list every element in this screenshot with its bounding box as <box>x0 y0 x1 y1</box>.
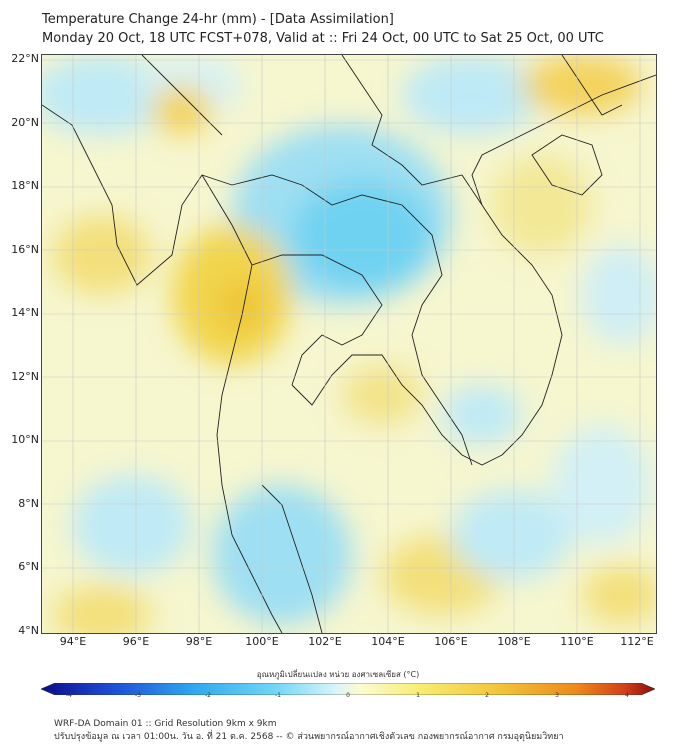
colorbar-tick-1: 1 <box>416 692 420 699</box>
coastlines-borders <box>42 55 656 633</box>
lat-label-22n: 22°N <box>11 52 39 65</box>
lat-label-4n: 4°N <box>18 624 39 637</box>
colorbar-tick-0: 0 <box>346 692 350 699</box>
lat-label-20n: 20°N <box>11 116 39 129</box>
colorbar-tick-neg2: -2 <box>205 692 211 699</box>
lat-label-10n: 10°N <box>11 433 39 446</box>
lon-label-96e: 96°E <box>122 635 150 648</box>
colorbar-tick-4: 4 <box>625 692 629 699</box>
lat-label-12n: 12°N <box>11 370 39 383</box>
lon-label-106e: 106°E <box>434 635 468 648</box>
footer-update-info: ปรับปรุงข้อมูล ณ เวลา 01:00น. วัน อ. ที่… <box>54 732 564 742</box>
colorbar-tick-neg3: -3 <box>135 692 141 699</box>
lat-label-16n: 16°N <box>11 243 39 256</box>
temperature-field <box>42 55 656 633</box>
lon-label-102e: 102°E <box>308 635 342 648</box>
lon-label-110e: 110°E <box>560 635 594 648</box>
colorbar-tick-neg1: -1 <box>275 692 281 699</box>
temperature-map <box>42 55 656 633</box>
lon-label-100e: 100°E <box>245 635 279 648</box>
colorbar-tick-2: 2 <box>485 692 489 699</box>
lat-label-18n: 18°N <box>11 179 39 192</box>
colorbar-title: อุณหภูมิเปลี่ยนแปลง หน่วย องศาเซลเซียส (… <box>256 670 420 679</box>
lon-label-94e: 94°E <box>59 635 87 648</box>
lat-label-14n: 14°N <box>11 306 39 319</box>
lat-label-8n: 8°N <box>18 497 39 510</box>
graticule <box>42 55 656 633</box>
colorbar-tick-neg4: -4 <box>66 692 72 699</box>
lon-label-98e: 98°E <box>185 635 213 648</box>
lat-label-6n: 6°N <box>18 560 39 573</box>
title-block: Temperature Change 24-hr (mm) - [Data As… <box>42 10 604 48</box>
lon-label-112e: 112°E <box>620 635 654 648</box>
footer: WRF-DA Domain 01 :: Grid Resolution 9km … <box>54 718 564 744</box>
chart-subtitle: Monday 20 Oct, 18 UTC FCST+078, Valid at… <box>42 31 604 46</box>
lon-label-108e: 108°E <box>497 635 531 648</box>
chart-title: Temperature Change 24-hr (mm) - [Data As… <box>42 12 394 27</box>
colorbar-tick-3: 3 <box>555 692 559 699</box>
footer-domain-info: WRF-DA Domain 01 :: Grid Resolution 9km … <box>54 719 277 729</box>
lon-label-104e: 104°E <box>371 635 405 648</box>
map-panel[interactable] <box>41 54 657 634</box>
